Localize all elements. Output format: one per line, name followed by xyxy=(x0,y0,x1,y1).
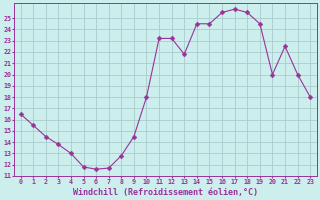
X-axis label: Windchill (Refroidissement éolien,°C): Windchill (Refroidissement éolien,°C) xyxy=(73,188,258,197)
